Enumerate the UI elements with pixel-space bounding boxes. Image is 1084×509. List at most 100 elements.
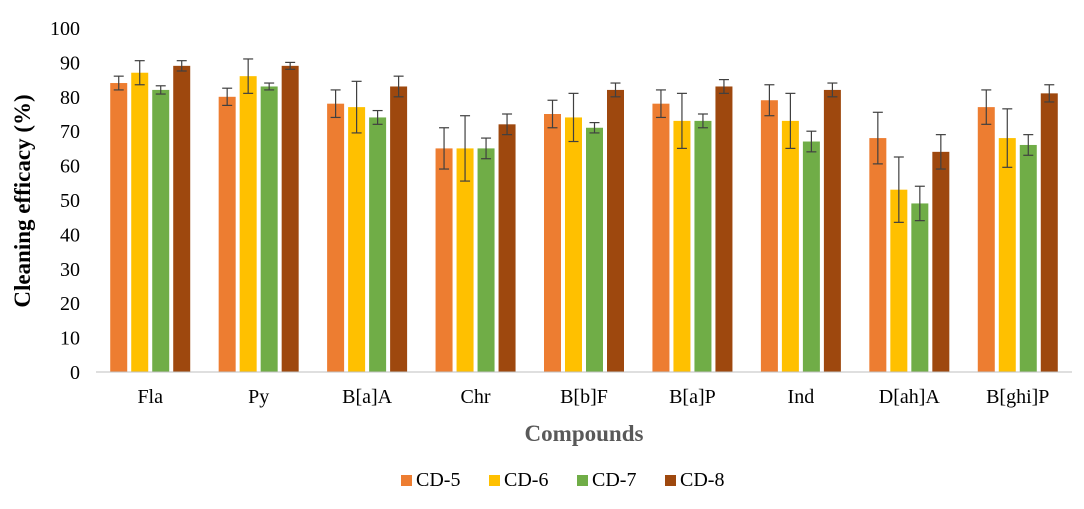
- x-tick-label: Chr: [461, 386, 491, 408]
- x-axis-title: Compounds: [525, 421, 644, 446]
- x-tick-label: B[ghi]P: [986, 386, 1049, 408]
- error-bar: [935, 134, 946, 170]
- bar-cd-7-8: [911, 203, 929, 372]
- bar-cd-8-2: [281, 65, 299, 372]
- error-bar: [285, 61, 296, 70]
- y-tick-label: 30: [60, 259, 80, 281]
- x-tick-label: B[a]A: [342, 386, 393, 408]
- error-bar: [439, 127, 450, 170]
- legend-swatch: [489, 475, 500, 486]
- x-tick-label: Py: [248, 386, 269, 408]
- bar-cd-5-2: [218, 96, 236, 373]
- bar-cd-7-5: [586, 127, 603, 372]
- error-bar: [655, 89, 666, 119]
- y-tick-label: 40: [60, 224, 80, 246]
- bar-cd-8-9: [1040, 93, 1058, 373]
- bar-cd-6-9: [998, 138, 1016, 372]
- legend-label: CD-8: [680, 469, 724, 491]
- error-bar: [264, 82, 275, 91]
- error-bar: [697, 113, 708, 129]
- error-bar: [872, 111, 883, 165]
- bar-cd-8-6: [715, 86, 733, 372]
- bar-cd-5-9: [977, 107, 995, 373]
- bar-cd-7-2: [260, 86, 278, 372]
- bar-cd-6-3: [348, 107, 366, 373]
- y-tick-label: 20: [60, 293, 80, 315]
- error-bar: [460, 115, 471, 182]
- error-bar: [893, 156, 904, 223]
- error-bar: [827, 82, 838, 98]
- bar-cd-8-8: [932, 151, 950, 372]
- error-bar: [981, 89, 992, 125]
- y-tick-label: 90: [60, 52, 80, 74]
- error-bar: [481, 137, 492, 160]
- error-bar: [1023, 134, 1034, 156]
- legend-label: CD-7: [592, 469, 636, 491]
- error-bar: [113, 75, 124, 91]
- bar-cd-6-4: [456, 148, 474, 372]
- error-bar: [351, 80, 362, 134]
- bar-cd-8-7: [823, 89, 841, 373]
- bar-cd-7-4: [477, 148, 495, 372]
- error-bar: [914, 185, 925, 222]
- x-tick-label: Ind: [788, 386, 815, 408]
- bar-cd-8-3: [390, 86, 408, 372]
- x-tick-label: B[b]F: [560, 386, 608, 408]
- error-bar: [718, 78, 729, 94]
- bar-cd-5-1: [110, 83, 128, 372]
- bar-cd-6-6: [673, 120, 691, 372]
- bar-cd-8-1: [173, 65, 191, 372]
- error-bar: [676, 92, 687, 149]
- legend-label: CD-6: [504, 469, 548, 491]
- bar-cd-7-3: [369, 117, 387, 372]
- error-bar: [547, 99, 558, 129]
- bar-cd-7-7: [802, 141, 820, 372]
- error-bar: [1002, 108, 1013, 168]
- error-bar: [589, 121, 600, 134]
- legend-swatch: [401, 475, 412, 486]
- error-bar: [393, 75, 404, 98]
- y-axis-title: Cleaning efficacy (%): [10, 94, 35, 307]
- y-tick-label: 50: [60, 190, 80, 212]
- bar-cd-6-5: [565, 117, 582, 372]
- bars-layer: [110, 58, 1058, 373]
- x-tick-labels: Fla Py B[a]A Chr B[b]F B[a]P Ind D[ah]A B[ghi]P: [137, 386, 1049, 408]
- legend-swatch: [665, 475, 676, 486]
- legend-item-cd-5: CD-5: [401, 469, 460, 491]
- bar-cd-5-3: [327, 103, 345, 373]
- error-bar: [502, 113, 513, 136]
- legend: CD-5 CD-6 CD-7 CD-8: [401, 469, 724, 491]
- error-bar: [568, 92, 579, 143]
- bar-cd-7-9: [1019, 144, 1037, 372]
- bar-cd-6-8: [890, 189, 908, 372]
- x-tick-label: B[a]P: [669, 386, 716, 408]
- error-bar: [134, 60, 145, 86]
- bar-cd-5-4: [435, 148, 453, 372]
- y-tick-label: 70: [60, 121, 80, 143]
- y-tick-label: 60: [60, 156, 80, 178]
- y-tick-label: 100: [50, 18, 80, 40]
- x-tick-label: D[ah]A: [879, 386, 941, 408]
- bar-cd-8-5: [607, 89, 624, 373]
- error-bar: [785, 92, 796, 149]
- y-tick-label: 0: [70, 362, 80, 384]
- error-bar: [155, 85, 166, 95]
- error-bar: [610, 82, 621, 98]
- legend-swatch: [577, 475, 588, 486]
- bar-cd-8-4: [498, 124, 516, 372]
- error-bar: [806, 130, 817, 153]
- error-bar: [764, 84, 775, 117]
- bar-cd-7-1: [152, 89, 170, 373]
- legend-label: CD-5: [416, 469, 460, 491]
- x-tick-label: Fla: [137, 386, 163, 408]
- legend-item-cd-6: CD-6: [489, 469, 548, 491]
- bar-cd-7-6: [694, 120, 712, 372]
- error-bar: [176, 60, 187, 72]
- bar-cd-6-1: [131, 72, 149, 372]
- bar-cd-5-7: [760, 100, 778, 373]
- y-tick-label: 80: [60, 87, 80, 109]
- bar-cd-6-2: [239, 76, 257, 372]
- error-bar: [330, 89, 341, 119]
